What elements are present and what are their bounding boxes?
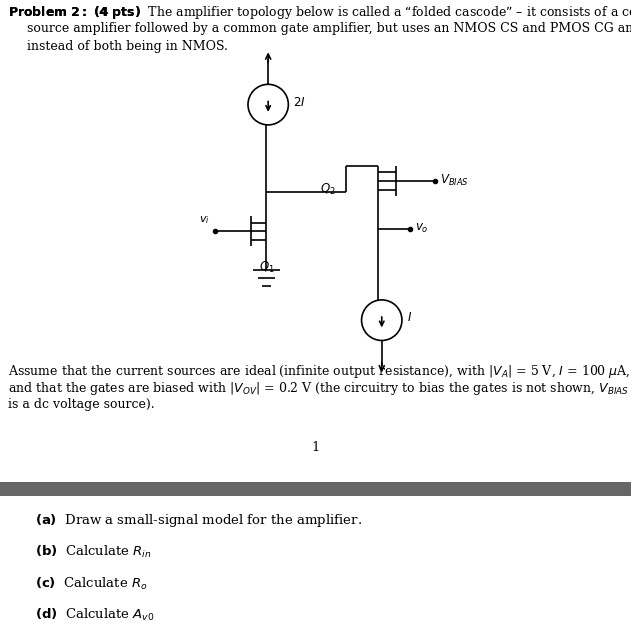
Text: $V_{BIAS}$: $V_{BIAS}$ <box>440 173 468 188</box>
Text: and that the gates are biased with $|V_{OV}|$ = 0.2 V (the circuitry to bias the: and that the gates are biased with $|V_{… <box>8 380 628 398</box>
Text: $\mathbf{(d)}$  Calculate $A_{v0}$: $\mathbf{(d)}$ Calculate $A_{v0}$ <box>35 607 154 623</box>
Text: $2I$: $2I$ <box>293 96 306 108</box>
Text: Assume that the current sources are ideal (infinite output resistance), with $|V: Assume that the current sources are idea… <box>8 363 630 380</box>
Text: $v_i$: $v_i$ <box>199 214 210 226</box>
Bar <box>0 482 631 496</box>
Text: $\mathbf{(c)}$  Calculate $R_o$: $\mathbf{(c)}$ Calculate $R_o$ <box>35 576 147 592</box>
Text: $Q_1$: $Q_1$ <box>259 260 275 275</box>
Text: $\mathbf{(b)}$  Calculate $R_{in}$: $\mathbf{(b)}$ Calculate $R_{in}$ <box>35 544 151 560</box>
Text: $\bf{Problem\ 2:}$ $\bf{(4\ pts)}$: $\bf{Problem\ 2:}$ $\bf{(4\ pts)}$ <box>8 4 141 22</box>
Text: $I$: $I$ <box>407 311 412 324</box>
Text: is a dc voltage source).: is a dc voltage source). <box>8 398 154 411</box>
Text: 1: 1 <box>311 441 320 454</box>
Text: source amplifier followed by a common gate amplifier, but uses an NMOS CS and PM: source amplifier followed by a common ga… <box>27 22 631 36</box>
Text: instead of both being in NMOS.: instead of both being in NMOS. <box>27 40 227 53</box>
Text: $\bf{Problem\ 2:\ (4\ pts)}$  The amplifier topology below is called a “folded c: $\bf{Problem\ 2:\ (4\ pts)}$ The amplifi… <box>8 4 631 22</box>
Text: $Q_2$: $Q_2$ <box>320 182 336 197</box>
Text: $v_o$: $v_o$ <box>415 222 428 235</box>
Text: $\mathbf{(a)}$  Draw a small-signal model for the amplifier.: $\mathbf{(a)}$ Draw a small-signal model… <box>35 512 362 529</box>
